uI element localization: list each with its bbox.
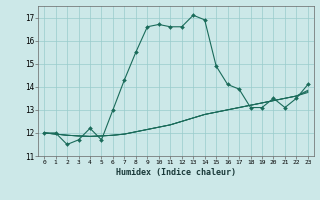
X-axis label: Humidex (Indice chaleur): Humidex (Indice chaleur) (116, 168, 236, 177)
